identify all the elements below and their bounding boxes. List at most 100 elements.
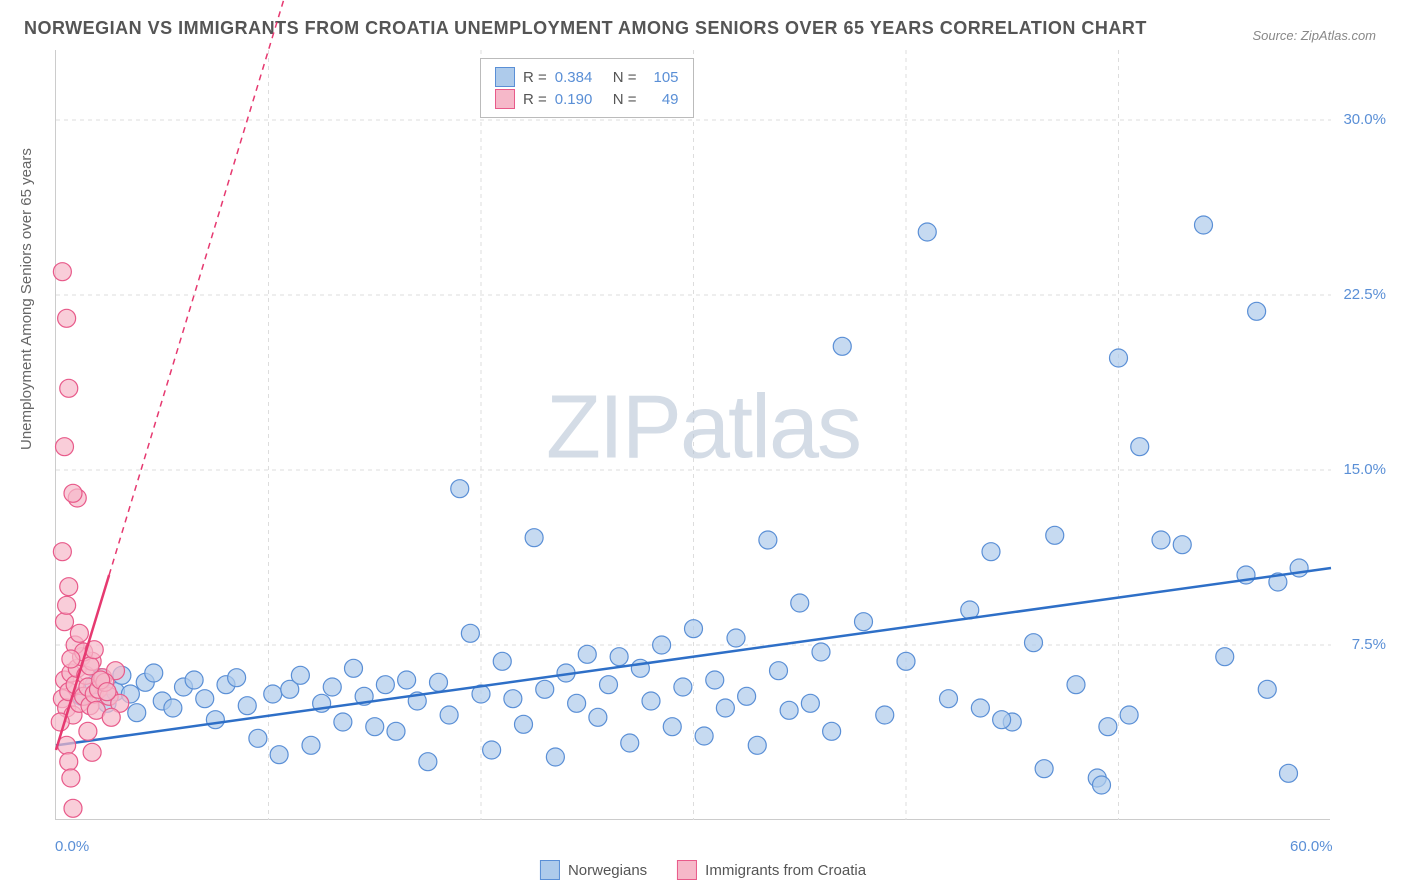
scatter-point bbox=[685, 620, 703, 638]
legend-item: Norwegians bbox=[540, 860, 647, 880]
scatter-point bbox=[238, 697, 256, 715]
scatter-point bbox=[674, 678, 692, 696]
scatter-point bbox=[196, 690, 214, 708]
scatter-point bbox=[145, 664, 163, 682]
bottom-legend: NorwegiansImmigrants from Croatia bbox=[540, 860, 866, 880]
scatter-point bbox=[1025, 634, 1043, 652]
scatter-point bbox=[53, 263, 71, 281]
scatter-point bbox=[249, 729, 267, 747]
scatter-point bbox=[228, 669, 246, 687]
scatter-point bbox=[1046, 526, 1064, 544]
scatter-point bbox=[940, 690, 958, 708]
scatter-point bbox=[546, 748, 564, 766]
scatter-point bbox=[823, 722, 841, 740]
scatter-point bbox=[419, 753, 437, 771]
stats-row: R =0.190N =49 bbox=[495, 89, 679, 109]
stats-row: R =0.384N =105 bbox=[495, 67, 679, 87]
scatter-point bbox=[716, 699, 734, 717]
scatter-point bbox=[56, 613, 74, 631]
scatter-point bbox=[56, 438, 74, 456]
scatter-point bbox=[62, 650, 80, 668]
scatter-point bbox=[748, 736, 766, 754]
scatter-point bbox=[525, 529, 543, 547]
scatter-point bbox=[376, 676, 394, 694]
scatter-point bbox=[791, 594, 809, 612]
stat-n-label: N = bbox=[613, 69, 637, 86]
scatter-point bbox=[430, 673, 448, 691]
legend-swatch bbox=[677, 860, 697, 880]
scatter-point bbox=[833, 337, 851, 355]
scatter-point bbox=[642, 692, 660, 710]
stat-r-value: 0.384 bbox=[555, 69, 605, 86]
scatter-point bbox=[270, 746, 288, 764]
y-tick-label: 15.0% bbox=[1326, 461, 1386, 478]
scatter-point bbox=[206, 711, 224, 729]
scatter-point bbox=[53, 543, 71, 561]
scatter-point bbox=[128, 704, 146, 722]
legend-swatch bbox=[540, 860, 560, 880]
scatter-point bbox=[568, 694, 586, 712]
scatter-point bbox=[387, 722, 405, 740]
scatter-point bbox=[64, 484, 82, 502]
scatter-point bbox=[621, 734, 639, 752]
scatter-point bbox=[812, 643, 830, 661]
x-tick-label: 0.0% bbox=[55, 838, 89, 855]
source-label: Source: ZipAtlas.com bbox=[1252, 28, 1376, 43]
scatter-point bbox=[1173, 536, 1191, 554]
stats-swatch bbox=[495, 67, 515, 87]
scatter-point bbox=[483, 741, 501, 759]
scatter-point bbox=[504, 690, 522, 708]
trend-line-dashed bbox=[109, 0, 311, 575]
scatter-point bbox=[334, 713, 352, 731]
scatter-point bbox=[98, 683, 116, 701]
scatter-point bbox=[1195, 216, 1213, 234]
scatter-point bbox=[440, 706, 458, 724]
scatter-point bbox=[727, 629, 745, 647]
scatter-point bbox=[1120, 706, 1138, 724]
scatter-point bbox=[291, 666, 309, 684]
scatter-point bbox=[83, 743, 101, 761]
scatter-point bbox=[185, 671, 203, 689]
scatter-point bbox=[323, 678, 341, 696]
scatter-point bbox=[1131, 438, 1149, 456]
stat-r-value: 0.190 bbox=[555, 91, 605, 108]
scatter-point bbox=[1258, 680, 1276, 698]
stats-box: R =0.384N =105R =0.190N =49 bbox=[480, 58, 694, 118]
scatter-point bbox=[102, 708, 120, 726]
scatter-point bbox=[1280, 764, 1298, 782]
scatter-point bbox=[993, 711, 1011, 729]
stat-r-label: R = bbox=[523, 69, 547, 86]
stat-n-value: 49 bbox=[645, 91, 679, 108]
scatter-point bbox=[706, 671, 724, 689]
scatter-point bbox=[780, 701, 798, 719]
chart-svg bbox=[56, 50, 1330, 819]
scatter-point bbox=[801, 694, 819, 712]
scatter-point bbox=[62, 769, 80, 787]
scatter-point bbox=[589, 708, 607, 726]
scatter-point bbox=[345, 659, 363, 677]
y-tick-label: 30.0% bbox=[1326, 111, 1386, 128]
scatter-point bbox=[515, 715, 533, 733]
scatter-point bbox=[493, 652, 511, 670]
plot-area bbox=[55, 50, 1330, 820]
scatter-point bbox=[770, 662, 788, 680]
scatter-point bbox=[876, 706, 894, 724]
scatter-point bbox=[897, 652, 915, 670]
scatter-point bbox=[1110, 349, 1128, 367]
scatter-point bbox=[60, 578, 78, 596]
scatter-point bbox=[653, 636, 671, 654]
scatter-point bbox=[79, 722, 97, 740]
scatter-point bbox=[60, 379, 78, 397]
scatter-point bbox=[610, 648, 628, 666]
scatter-point bbox=[60, 753, 78, 771]
scatter-point bbox=[398, 671, 416, 689]
scatter-point bbox=[64, 799, 82, 817]
scatter-point bbox=[366, 718, 384, 736]
stat-r-label: R = bbox=[523, 91, 547, 108]
scatter-point bbox=[1099, 718, 1117, 736]
scatter-point bbox=[1152, 531, 1170, 549]
scatter-point bbox=[264, 685, 282, 703]
scatter-point bbox=[1248, 302, 1266, 320]
scatter-point bbox=[738, 687, 756, 705]
scatter-point bbox=[918, 223, 936, 241]
